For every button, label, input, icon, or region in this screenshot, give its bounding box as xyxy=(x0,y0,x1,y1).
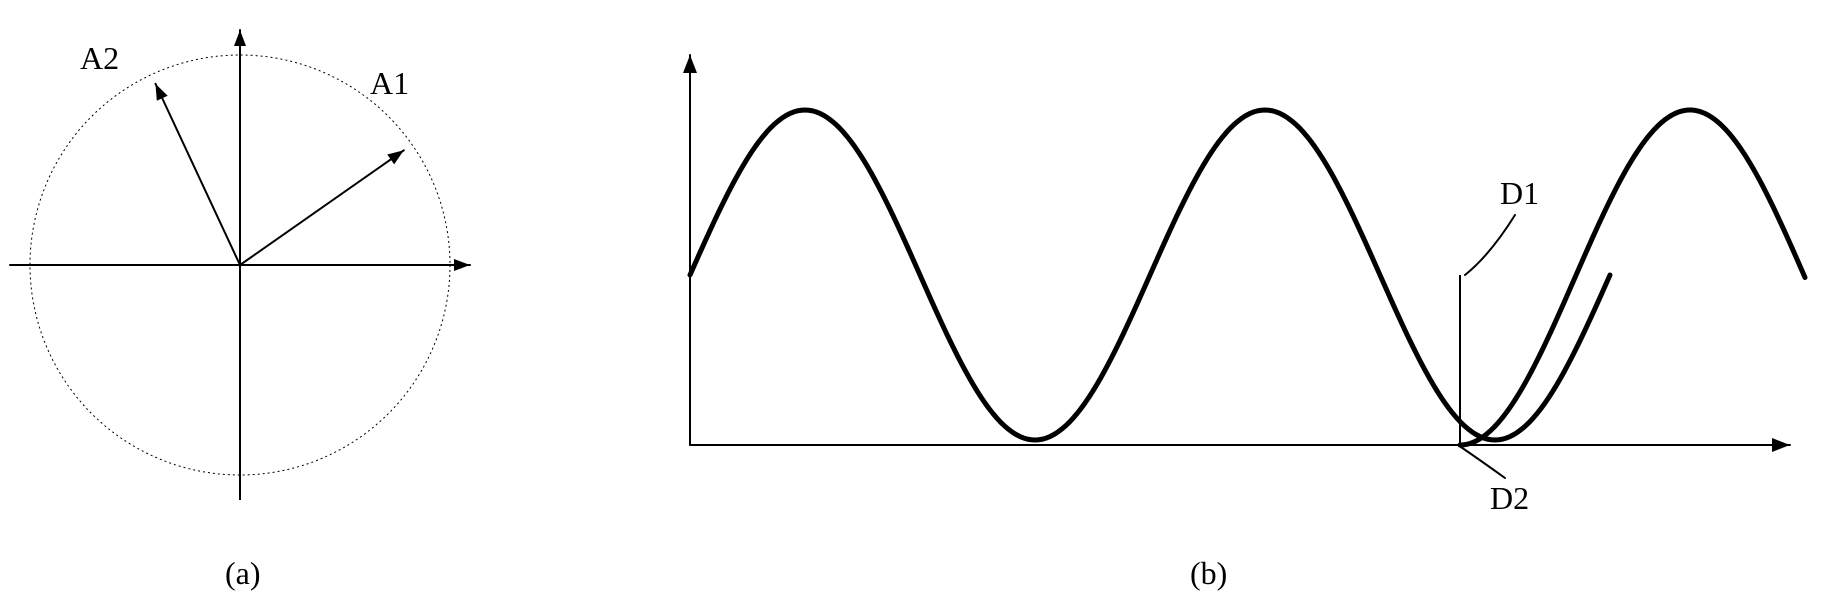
discontinuity-label-d2: D2 xyxy=(1490,480,1529,517)
discontinuity-label-d1: D1 xyxy=(1500,175,1539,212)
panel-b-caption: (b) xyxy=(1190,555,1227,592)
panel-b-svg xyxy=(0,0,1827,615)
figure-page: A1 A2 (a) D1 D2 (b) xyxy=(0,0,1827,615)
